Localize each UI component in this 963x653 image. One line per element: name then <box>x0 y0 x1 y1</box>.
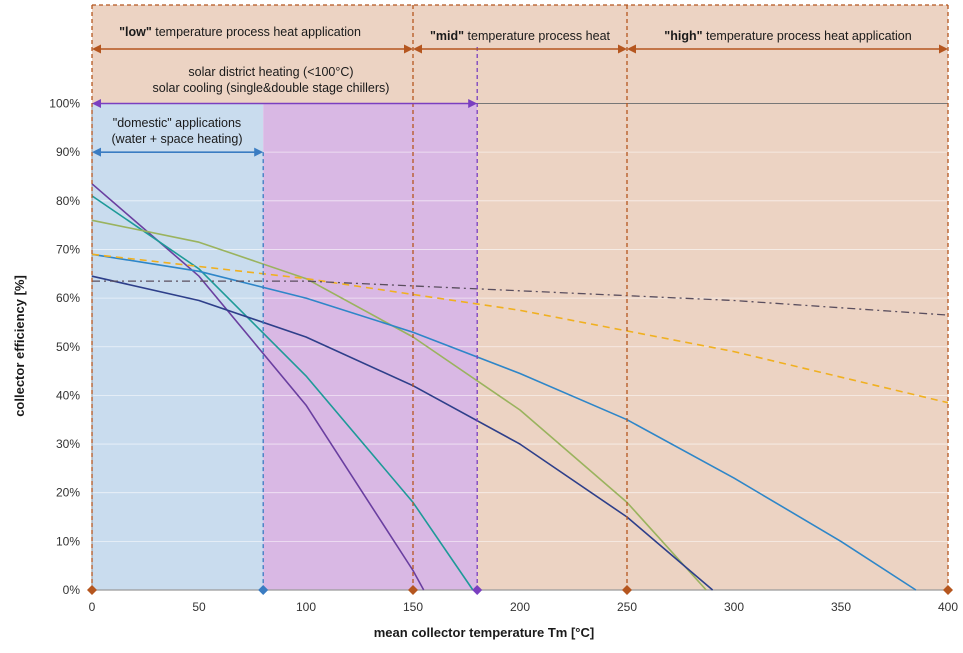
x-tick-label: 100 <box>296 600 316 614</box>
label-district-line2: solar cooling (single&double stage chill… <box>153 81 390 95</box>
label-low-bold: "low" <box>119 25 152 39</box>
range-arrow-mid-head-right <box>618 44 627 54</box>
range-arrow-domestic-head-right <box>254 147 264 157</box>
label-low: "low" temperature process heat applicati… <box>119 25 361 39</box>
x-tick-label: 400 <box>938 600 958 614</box>
axis-marker <box>258 585 269 595</box>
y-tick-label: 50% <box>56 340 80 354</box>
label-high-rest: temperature process heat application <box>703 29 912 43</box>
label-mid-rest: temperature process heat <box>464 29 610 43</box>
x-tick-label: 300 <box>724 600 744 614</box>
x-tick-label: 200 <box>510 600 530 614</box>
label-mid-bold: "mid" <box>430 29 464 43</box>
series-line-6 <box>91 253 949 404</box>
series-line-4 <box>91 253 917 591</box>
y-tick-label: 60% <box>56 291 80 305</box>
range-arrow-mid-head-left <box>413 44 422 54</box>
y-tick-label: 30% <box>56 437 80 451</box>
x-tick-label: 350 <box>831 600 851 614</box>
range-labels: "low" temperature process heat applicati… <box>112 25 912 146</box>
y-tick-label: 10% <box>56 534 80 548</box>
axis-marker <box>408 585 418 595</box>
range-arrow-high-head-right <box>939 44 948 54</box>
range-arrow-high-head-left <box>627 44 636 54</box>
axis-marker <box>943 585 953 595</box>
range-arrows <box>87 44 953 595</box>
tick-labels: 0 50 100 150 200 250 300 350 400 0% 10% 20% 30% 40% 50… <box>49 97 958 615</box>
label-high: "high" temperature process heat applicat… <box>664 29 911 43</box>
range-arrow-domestic-head-left <box>92 147 101 157</box>
series-line-2 <box>91 195 474 591</box>
label-domestic-line2: (water + space heating) <box>112 132 243 146</box>
label-mid: "mid" temperature process heat <box>430 29 611 43</box>
x-axis-title: mean collector temperature Tm [°C] <box>374 625 594 640</box>
label-low-rest: temperature process heat application <box>152 25 361 39</box>
y-tick-label: 80% <box>56 194 80 208</box>
range-boundary-lines <box>91 4 949 590</box>
range-arrow-district-head-right <box>468 99 478 108</box>
x-tick-label: 250 <box>617 600 637 614</box>
y-tick-label: 0% <box>63 583 81 597</box>
x-tick-label: 0 <box>89 600 96 614</box>
axis-marker <box>622 585 632 595</box>
range-arrow-low-head-left <box>92 44 101 54</box>
axis-marker <box>472 585 483 595</box>
y-axis-title: collector efficiency [%] <box>12 275 27 417</box>
range-arrow-low-head-right <box>404 44 413 54</box>
x-tick-label: 50 <box>192 600 206 614</box>
y-tick-label: 90% <box>56 145 80 159</box>
y-tick-label: 20% <box>56 486 80 500</box>
x-tick-label: 150 <box>403 600 423 614</box>
label-domestic-line1: "domestic" applications <box>113 116 241 130</box>
range-arrow-district-head-left <box>92 99 101 108</box>
axis-marker <box>87 585 97 595</box>
label-district-line1: solar district heating (<100°C) <box>188 65 353 79</box>
grid-lines <box>92 103 948 542</box>
y-tick-label: 40% <box>56 388 80 402</box>
header-band <box>92 5 948 104</box>
y-tick-label: 70% <box>56 242 80 256</box>
y-tick-label: 100% <box>49 97 80 111</box>
label-high-bold: "high" <box>664 29 702 43</box>
